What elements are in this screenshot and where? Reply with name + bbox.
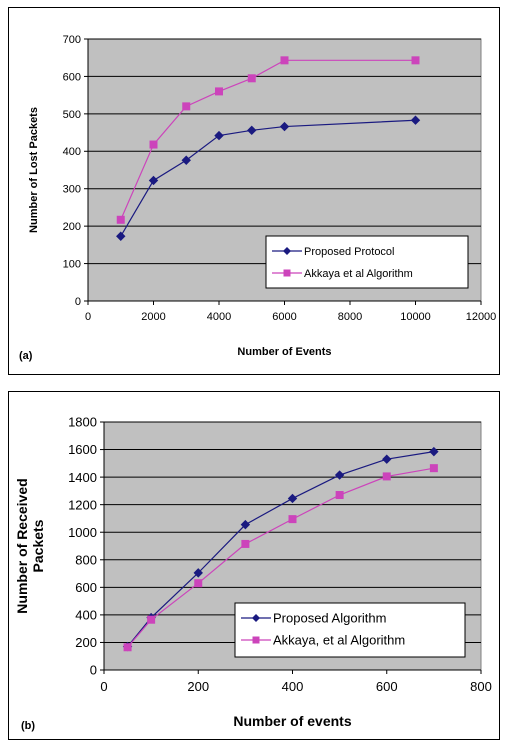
- x-axis-title-a: Number of Events: [237, 346, 331, 358]
- y-tick-label-b: 1000: [68, 525, 97, 540]
- legend-box-b: [234, 602, 466, 658]
- panel-label-b: (b): [21, 720, 35, 732]
- series-line-b-0: [127, 451, 434, 647]
- x-tick-label-b: 800: [470, 679, 492, 694]
- data-point-a-0: [181, 155, 191, 165]
- y-tick-label-b: 1400: [68, 470, 97, 485]
- x-tick-label-b: 600: [376, 679, 398, 694]
- y-axis-title-line-b: Number of Received: [14, 478, 30, 613]
- y-tick-label-b: 1800: [68, 415, 97, 430]
- y-tick-label-a: 400: [63, 146, 81, 158]
- legend-marker-a-1: [283, 269, 291, 277]
- data-point-b-1: [288, 515, 297, 524]
- data-point-b-1: [147, 615, 156, 624]
- y-tick-label-b: 0: [90, 663, 97, 678]
- data-point-b-0: [240, 519, 251, 530]
- x-tick-label-a: 10000: [400, 311, 431, 323]
- x-tick-label-a: 4000: [207, 311, 231, 323]
- x-tick-label-b: 200: [187, 679, 209, 694]
- data-point-a-0: [214, 130, 224, 141]
- legend-marker-b-0: [252, 614, 260, 622]
- data-point-a-1: [411, 56, 420, 65]
- y-tick-label-a: 700: [63, 34, 81, 46]
- data-point-b-0: [382, 454, 392, 464]
- data-point-b-0: [193, 568, 203, 578]
- y-tick-label-a: 500: [63, 109, 81, 121]
- x-tick-label-b: 0: [100, 679, 107, 694]
- legend-marker-a-0: [283, 247, 291, 255]
- data-point-a-1: [182, 102, 191, 111]
- y-tick-label-a: 200: [63, 221, 81, 233]
- y-axis-title-b: Number of Received Packets: [14, 478, 46, 613]
- data-point-a-0: [410, 115, 421, 125]
- chart-panel-a: 0 100 200 300 400 500 600 700 0 2000 4000 6000 8000 1…: [8, 7, 500, 375]
- x-tick-label-b: 400: [282, 679, 304, 694]
- y-tick-label-b: 200: [75, 635, 97, 650]
- data-point-a-0: [247, 125, 257, 136]
- data-point-a-1: [215, 87, 223, 96]
- data-point-b-1: [123, 643, 132, 652]
- y-tick-label-b: 800: [75, 552, 97, 567]
- legend-box-a: [265, 235, 469, 289]
- x-axis-title-b: Number of events: [233, 713, 351, 729]
- data-point-b-0: [334, 470, 345, 480]
- x-tick-label-a: 6000: [272, 311, 296, 323]
- data-point-b-1: [241, 539, 250, 548]
- series-line-b-1: [127, 467, 434, 648]
- y-tick-label-b: 1200: [68, 497, 97, 512]
- data-point-b-0: [287, 493, 298, 504]
- data-point-a-1: [280, 56, 289, 65]
- data-point-b-1: [382, 472, 391, 481]
- chart-b-svg: 0 200 400 600 800 1000 1200 1400 1600 1800 0 200 400…: [14, 415, 492, 732]
- y-tick-label-b: 400: [75, 608, 97, 623]
- x-tick-label-a: 2000: [141, 311, 165, 323]
- chart-panel-b: 0 200 400 600 800 1000 1200 1400 1600 1800 0 200 400…: [8, 391, 500, 740]
- legend-label-a-0: Proposed Protocol: [304, 246, 395, 258]
- y-tick-label-a: 300: [63, 184, 81, 196]
- y-axis-title-a: Number of Lost Packets: [28, 107, 40, 233]
- legend-label-a-1: Akkaya et al Algorithm: [304, 268, 413, 280]
- chart-a-svg: 0 100 200 300 400 500 600 700 0 2000 4000 6000 8000 1…: [19, 34, 497, 362]
- y-tick-label-a: 0: [75, 296, 81, 308]
- data-point-b-1: [429, 464, 438, 473]
- data-point-a-1: [116, 215, 125, 224]
- data-point-a-1: [149, 140, 158, 149]
- x-tick-label-a: 12000: [466, 311, 497, 323]
- legend-label-b-0: Proposed Algorithm: [273, 611, 386, 626]
- x-tick-label-a: 8000: [338, 311, 362, 323]
- data-point-a-0: [148, 175, 159, 186]
- y-tick-label-a: 100: [63, 259, 81, 271]
- data-point-a-0: [279, 121, 290, 132]
- y-tick-label-b: 600: [75, 580, 97, 595]
- legend-marker-b-1: [252, 636, 260, 644]
- data-point-b-1: [194, 579, 203, 588]
- data-point-b-1: [335, 491, 344, 500]
- legend-label-b-1: Akkaya, et al Algorithm: [273, 633, 405, 648]
- y-axis-title-line-b: Packets: [30, 519, 46, 572]
- panel-label-a: (a): [19, 350, 33, 362]
- data-point-a-0: [116, 231, 126, 241]
- data-point-b-0: [429, 446, 439, 457]
- y-tick-label-a: 600: [63, 71, 81, 83]
- data-point-a-1: [247, 74, 256, 83]
- y-tick-label-b: 1600: [68, 442, 97, 457]
- x-tick-label-a: 0: [85, 311, 91, 323]
